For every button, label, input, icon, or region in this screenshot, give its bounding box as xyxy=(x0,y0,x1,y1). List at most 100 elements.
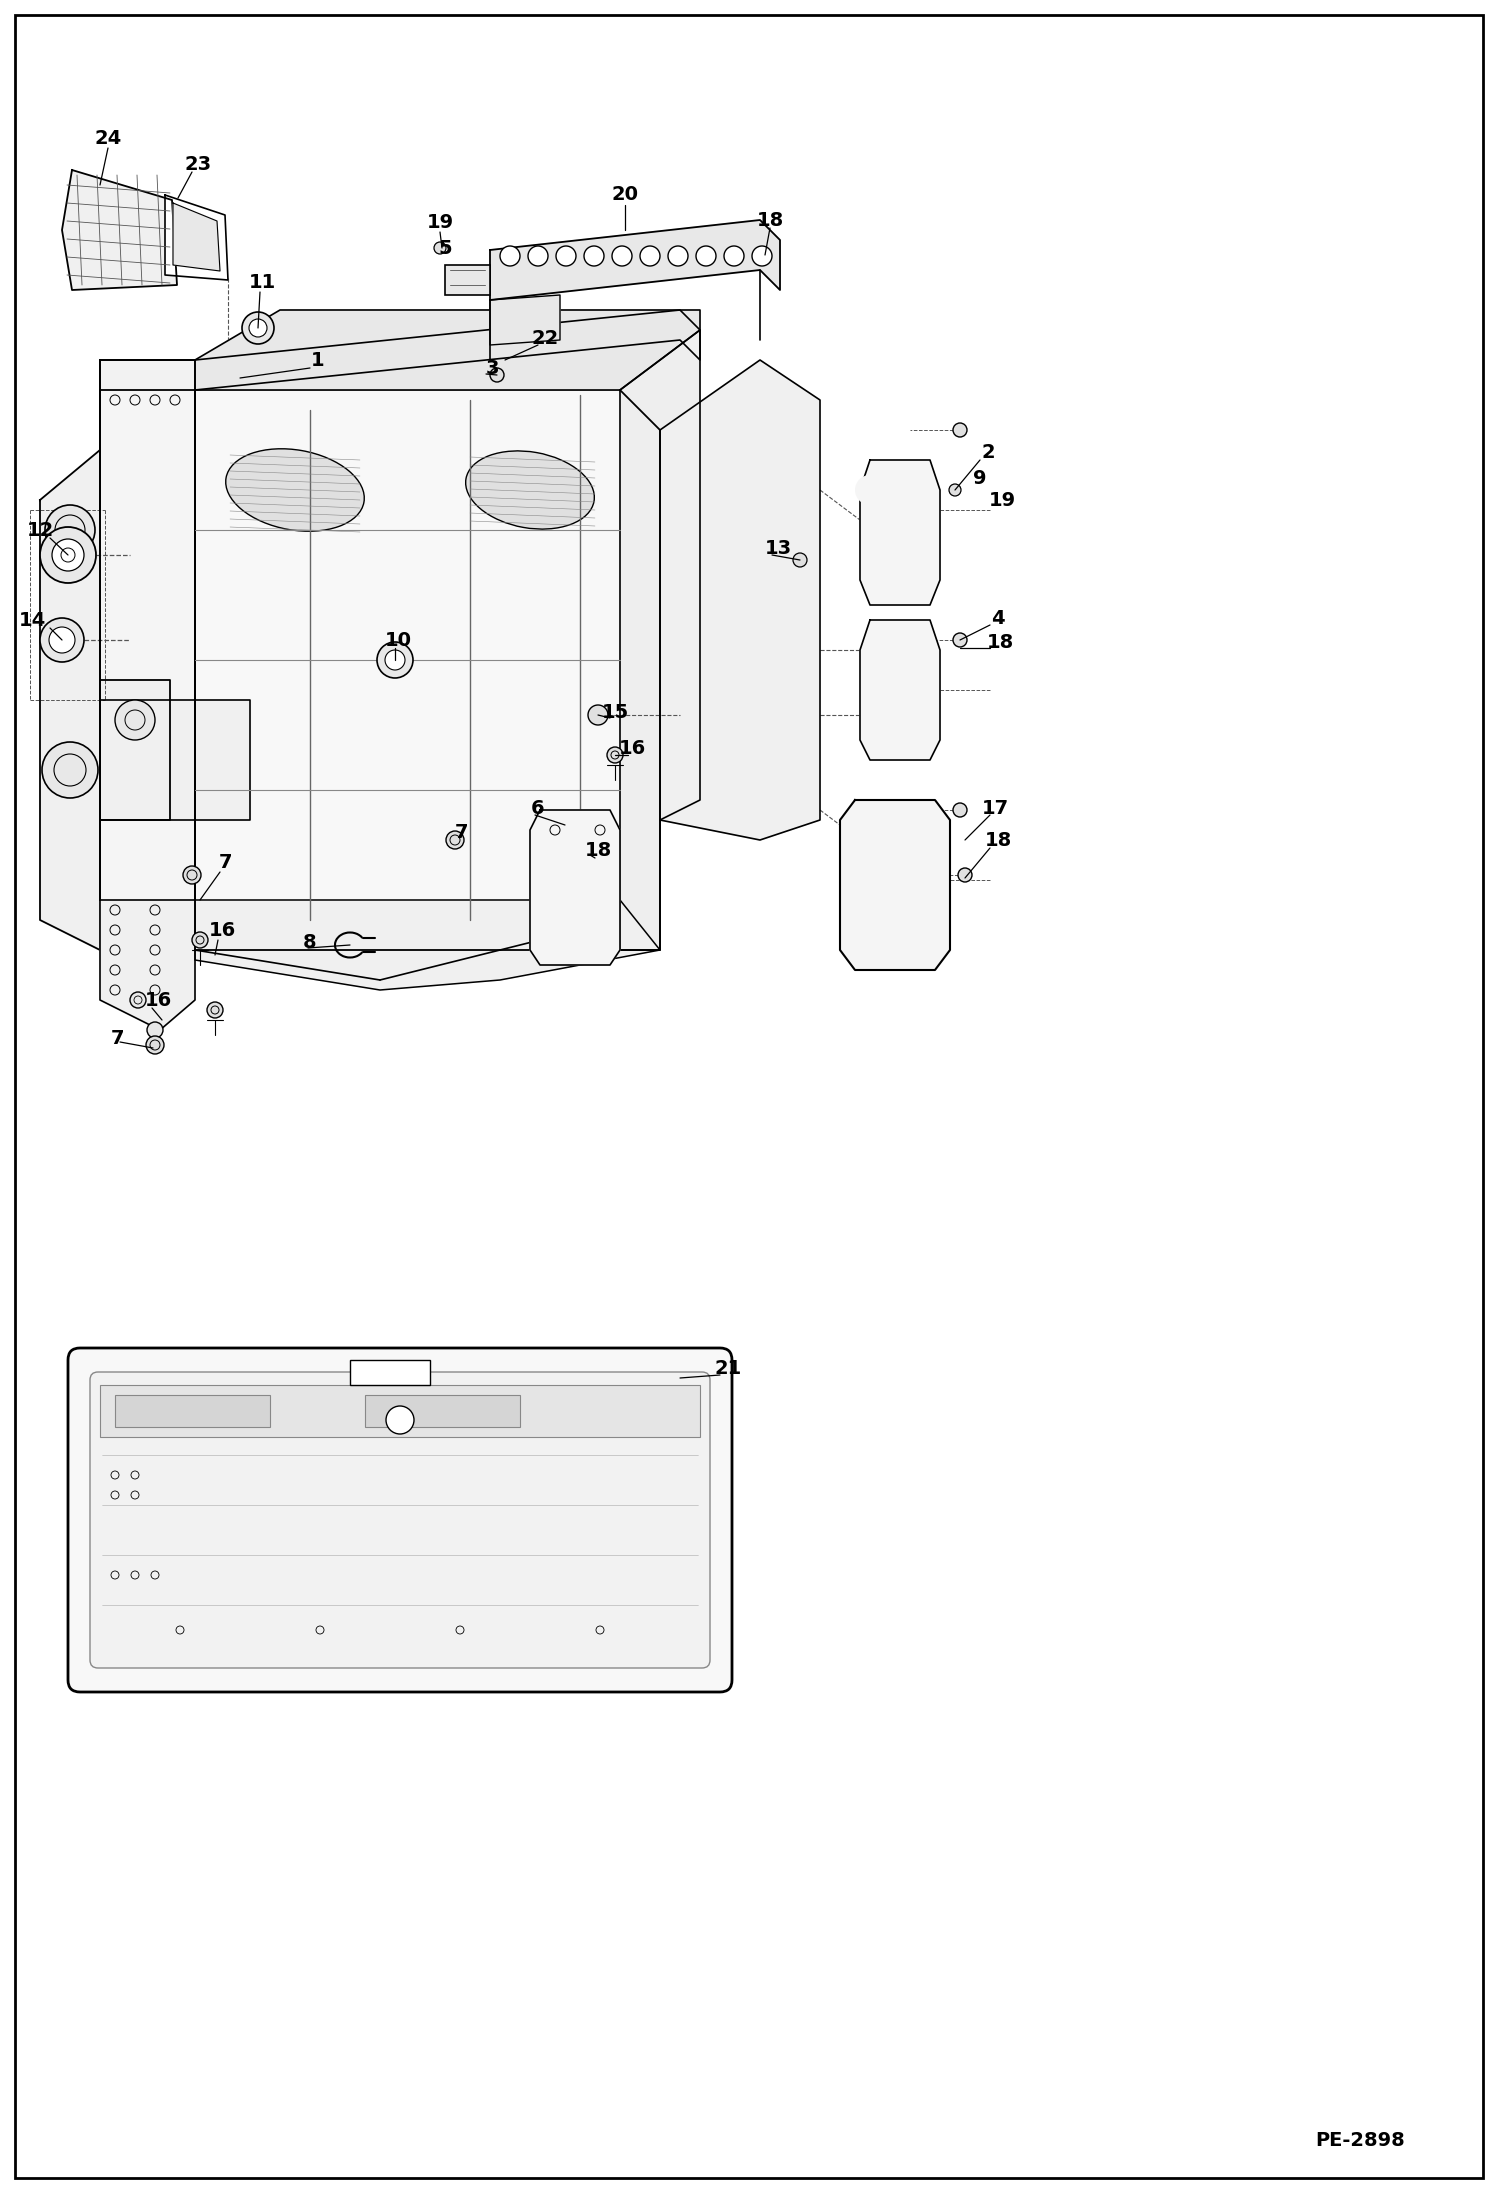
Text: 18: 18 xyxy=(584,840,611,860)
Circle shape xyxy=(183,866,201,884)
Polygon shape xyxy=(100,360,195,950)
Circle shape xyxy=(613,246,632,265)
Polygon shape xyxy=(195,309,700,390)
Text: 4: 4 xyxy=(992,607,1005,627)
Circle shape xyxy=(953,423,968,436)
Bar xyxy=(115,1395,270,1428)
Polygon shape xyxy=(490,296,560,344)
Text: 21: 21 xyxy=(715,1357,742,1377)
Text: 18: 18 xyxy=(984,831,1011,849)
Circle shape xyxy=(147,1022,163,1037)
Bar xyxy=(366,1395,520,1428)
Circle shape xyxy=(752,246,771,265)
Text: 6: 6 xyxy=(532,798,545,818)
Text: 20: 20 xyxy=(611,186,638,204)
FancyBboxPatch shape xyxy=(67,1349,733,1693)
Circle shape xyxy=(192,932,208,947)
Circle shape xyxy=(386,1406,413,1434)
Text: 19: 19 xyxy=(989,491,1016,509)
Circle shape xyxy=(377,643,413,678)
Circle shape xyxy=(668,246,688,265)
Circle shape xyxy=(45,504,94,555)
Text: 2: 2 xyxy=(981,443,995,461)
Circle shape xyxy=(589,704,608,726)
Polygon shape xyxy=(100,899,195,1031)
Ellipse shape xyxy=(226,450,364,531)
Text: 16: 16 xyxy=(619,739,646,757)
Polygon shape xyxy=(530,809,620,965)
Circle shape xyxy=(49,627,75,654)
Text: 16: 16 xyxy=(144,991,172,1009)
Polygon shape xyxy=(100,700,250,820)
FancyBboxPatch shape xyxy=(90,1373,710,1669)
Circle shape xyxy=(527,246,548,265)
Circle shape xyxy=(556,246,577,265)
Circle shape xyxy=(950,485,962,496)
Polygon shape xyxy=(165,195,228,281)
Circle shape xyxy=(52,539,84,570)
Circle shape xyxy=(40,618,84,662)
Bar xyxy=(351,1360,430,1386)
Text: 18: 18 xyxy=(756,211,783,230)
Text: 1: 1 xyxy=(312,351,325,368)
Circle shape xyxy=(697,246,716,265)
Polygon shape xyxy=(860,621,941,761)
Text: 7: 7 xyxy=(455,822,469,842)
Polygon shape xyxy=(195,309,700,390)
Circle shape xyxy=(953,803,968,818)
Polygon shape xyxy=(195,899,661,989)
Text: 10: 10 xyxy=(385,632,412,649)
Circle shape xyxy=(490,368,503,382)
Polygon shape xyxy=(661,360,819,840)
Text: 22: 22 xyxy=(532,329,559,346)
Polygon shape xyxy=(40,450,169,950)
Circle shape xyxy=(130,991,145,1009)
Text: 24: 24 xyxy=(94,129,121,147)
Circle shape xyxy=(115,700,154,739)
Polygon shape xyxy=(100,390,195,950)
Text: 12: 12 xyxy=(27,520,54,539)
Text: 13: 13 xyxy=(764,539,791,557)
Text: 11: 11 xyxy=(249,272,276,292)
Circle shape xyxy=(385,649,404,671)
Polygon shape xyxy=(490,219,780,300)
Text: 8: 8 xyxy=(303,932,316,952)
Circle shape xyxy=(40,526,96,583)
Circle shape xyxy=(207,1002,223,1018)
Polygon shape xyxy=(172,204,220,272)
Text: 7: 7 xyxy=(111,1029,124,1048)
Text: 3: 3 xyxy=(485,357,499,377)
Text: 18: 18 xyxy=(986,632,1014,651)
Circle shape xyxy=(959,868,972,882)
Circle shape xyxy=(640,246,661,265)
Polygon shape xyxy=(195,390,661,950)
Text: 23: 23 xyxy=(184,156,211,175)
Circle shape xyxy=(243,311,274,344)
Text: 17: 17 xyxy=(981,798,1008,818)
Polygon shape xyxy=(860,461,941,605)
Circle shape xyxy=(42,741,97,798)
Bar xyxy=(100,1386,700,1436)
Text: 5: 5 xyxy=(439,239,452,257)
Polygon shape xyxy=(620,329,700,950)
Ellipse shape xyxy=(466,452,595,529)
Text: 7: 7 xyxy=(219,853,232,871)
Polygon shape xyxy=(61,171,177,289)
Polygon shape xyxy=(840,800,950,969)
Text: PE-2898: PE-2898 xyxy=(1315,2132,1405,2149)
Circle shape xyxy=(446,831,464,849)
Circle shape xyxy=(434,241,446,254)
Circle shape xyxy=(855,476,885,504)
Text: 15: 15 xyxy=(601,702,629,721)
Circle shape xyxy=(249,318,267,338)
Circle shape xyxy=(145,1035,163,1055)
Text: 9: 9 xyxy=(974,469,987,487)
Text: 19: 19 xyxy=(427,213,454,232)
Text: 14: 14 xyxy=(18,610,45,629)
Text: 16: 16 xyxy=(208,921,235,939)
Circle shape xyxy=(953,634,968,647)
Circle shape xyxy=(500,246,520,265)
Circle shape xyxy=(724,246,745,265)
Circle shape xyxy=(792,553,807,568)
Bar xyxy=(445,265,490,296)
